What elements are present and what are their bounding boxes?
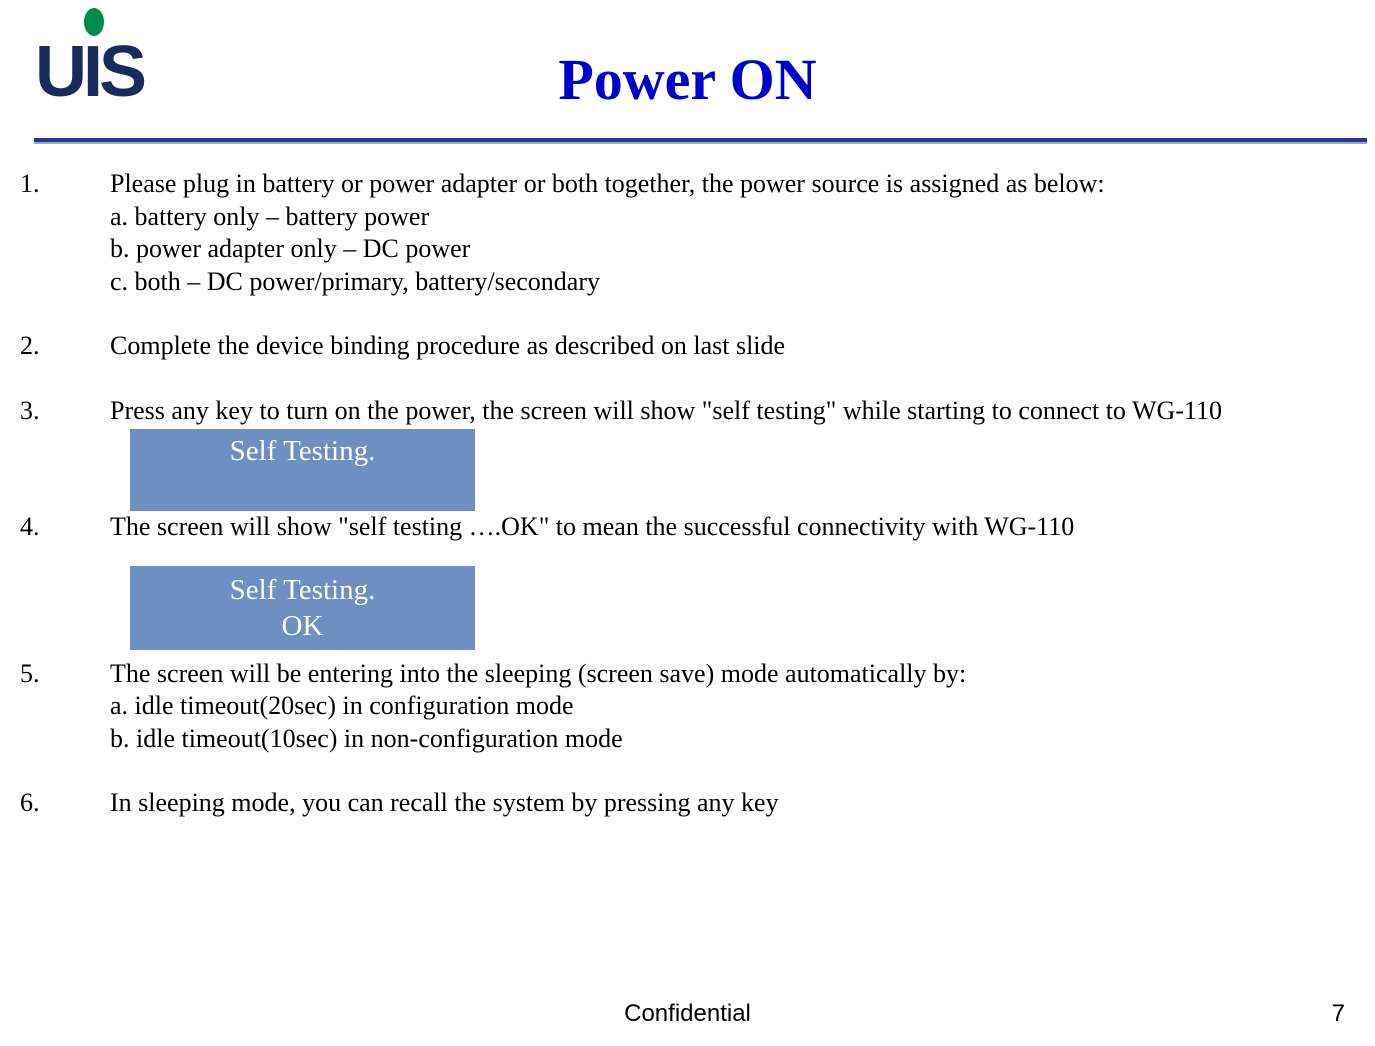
- item-body: The screen will be entering into the sle…: [110, 658, 1315, 756]
- item-line: The screen will show "self testing ….OK"…: [110, 511, 1315, 544]
- slide: UIS Power ON 1. Please plug in battery o…: [0, 0, 1375, 1046]
- item-line: The screen will be entering into the sle…: [110, 658, 1315, 691]
- item-line: Complete the device binding procedure as…: [110, 330, 1315, 363]
- item-number: 1.: [20, 168, 110, 298]
- item-line: In sleeping mode, you can recall the sys…: [110, 787, 1315, 820]
- item-body: In sleeping mode, you can recall the sys…: [110, 787, 1315, 820]
- screen-line: Self Testing.: [130, 433, 475, 469]
- item-body: The screen will show "self testing ….OK"…: [110, 511, 1315, 544]
- footer-label: Confidential: [0, 1000, 1375, 1028]
- list-item: 6. In sleeping mode, you can recall the …: [20, 787, 1315, 820]
- screen-preview-2: Self Testing. OK: [130, 566, 1315, 650]
- item-line: b. idle timeout(10sec) in non-configurat…: [110, 723, 1315, 756]
- list-item: 5. The screen will be entering into the …: [20, 658, 1315, 756]
- item-number: 3.: [20, 395, 110, 428]
- item-line: c. both – DC power/primary, battery/seco…: [110, 266, 1315, 299]
- item-line: b. power adapter only – DC power: [110, 233, 1315, 266]
- list-item: 3. Press any key to turn on the power, t…: [20, 395, 1315, 428]
- screen-line: Self Testing.: [130, 572, 475, 608]
- item-line: Please plug in battery or power adapter …: [110, 168, 1315, 201]
- item-body: Please plug in battery or power adapter …: [110, 168, 1315, 298]
- item-line: a. battery only – battery power: [110, 201, 1315, 234]
- list-item: 4. The screen will show "self testing ….…: [20, 511, 1315, 544]
- item-body: Press any key to turn on the power, the …: [110, 395, 1315, 428]
- list-item: 2. Complete the device binding procedure…: [20, 330, 1315, 363]
- item-number: 5.: [20, 658, 110, 756]
- screen-line: OK: [130, 608, 475, 644]
- page-title: Power ON: [0, 46, 1375, 113]
- item-body: Complete the device binding procedure as…: [110, 330, 1315, 363]
- page-number: 7: [1332, 1000, 1345, 1028]
- item-number: 2.: [20, 330, 110, 363]
- title-rule: [34, 138, 1367, 144]
- item-line: Press any key to turn on the power, the …: [110, 395, 1315, 428]
- item-number: 6.: [20, 787, 110, 820]
- item-line: a. idle timeout(20sec) in configuration …: [110, 690, 1315, 723]
- screen-preview-1: Self Testing.: [130, 429, 1315, 511]
- content-area: 1. Please plug in battery or power adapt…: [20, 168, 1315, 820]
- screen-box: Self Testing. OK: [130, 566, 475, 650]
- item-number: 4.: [20, 511, 110, 544]
- list-item: 1. Please plug in battery or power adapt…: [20, 168, 1315, 298]
- screen-box: Self Testing.: [130, 429, 475, 511]
